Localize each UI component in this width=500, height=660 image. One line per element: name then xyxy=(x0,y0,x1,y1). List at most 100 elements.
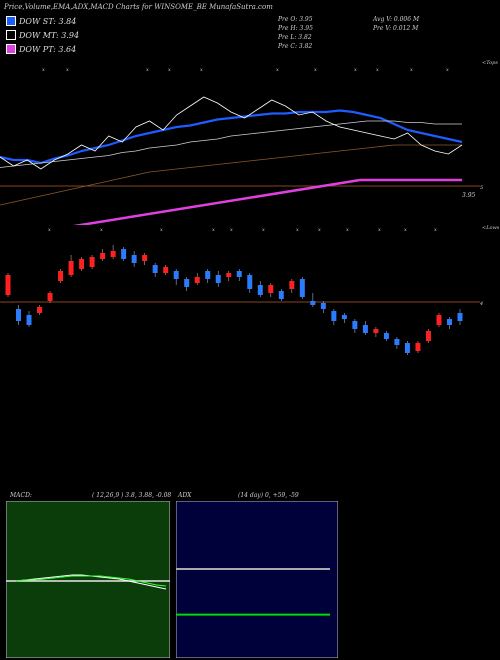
price-series-1 xyxy=(0,120,462,168)
top-marker-3: x xyxy=(168,67,171,73)
top-marker-4: x xyxy=(200,67,203,73)
adx-params: (14 day) 0, +59, -59 xyxy=(238,492,299,499)
candle-body-18 xyxy=(194,277,200,283)
low-marker-4: x xyxy=(230,227,233,233)
candle-body-13 xyxy=(142,255,148,261)
candle-body-8 xyxy=(89,257,95,267)
stat-pre-open: Pre O: 3.95 xyxy=(278,16,313,23)
legend-swatch-st xyxy=(6,16,16,26)
price-base-label: 5 xyxy=(480,185,483,191)
candle-body-9 xyxy=(100,253,106,259)
legend-swatch-mt xyxy=(6,30,16,40)
candle-body-15 xyxy=(163,267,169,273)
low-marker-5: x xyxy=(262,227,265,233)
adx-lines xyxy=(176,568,330,616)
top-marker-5: x xyxy=(276,67,279,73)
close-price-line xyxy=(0,96,463,170)
candle-body-24 xyxy=(257,285,263,295)
chart-title: Price,Volume,EMA,ADX,MACD Charts for WIN… xyxy=(4,3,273,11)
price-panel: x x x x x x x x x x x <Tops 3.95 5 xyxy=(0,60,498,225)
candle-body-27 xyxy=(289,281,295,289)
ema-long-line xyxy=(72,178,361,225)
candle-body-29 xyxy=(310,301,316,305)
stat-pre-high: Pre H: 3.95 xyxy=(278,25,313,32)
low-marker-2: x xyxy=(160,227,163,233)
candle-body-25 xyxy=(268,285,274,293)
macd-params: ( 12,26,9 ) 3.8, 3.88, -0.08 xyxy=(92,492,172,499)
low-marker-6: x xyxy=(296,227,299,233)
top-marker-6: x xyxy=(314,67,317,73)
candle-body-33 xyxy=(352,321,358,329)
stat-pre-low: Pre L: 3.82 xyxy=(278,34,312,41)
top-marker-9: x xyxy=(410,67,413,73)
legend-label-pt: DOW PT: 3.64 xyxy=(19,44,77,54)
adx-background xyxy=(176,501,338,658)
top-marker-0: x xyxy=(42,67,45,73)
price-lines xyxy=(0,96,463,225)
legend-dow-pt: DOW PT: 3.64 xyxy=(6,44,76,54)
candle-body-40 xyxy=(425,331,431,341)
candle-body-31 xyxy=(331,311,337,321)
candle-body-16 xyxy=(173,271,179,279)
candle-body-12 xyxy=(131,255,137,263)
top-marker-1: x xyxy=(66,67,69,73)
candle-body-23 xyxy=(247,275,253,289)
candle-body-11 xyxy=(121,249,127,259)
legend-dow-st: DOW ST: 3.84 xyxy=(6,16,76,26)
candle-body-41 xyxy=(436,315,442,325)
low-marker-10: x xyxy=(404,227,407,233)
legend-swatch-pt xyxy=(6,44,16,54)
adx-panel xyxy=(176,501,338,658)
top-marker-10: x xyxy=(446,67,449,73)
candle-body-36 xyxy=(383,333,389,339)
candle-body-35 xyxy=(373,329,379,333)
candle-body-19 xyxy=(205,271,211,279)
low-marker-0: x xyxy=(48,227,51,233)
candle-body-10 xyxy=(110,251,116,257)
top-marker-8: x xyxy=(376,67,379,73)
candle-body-2 xyxy=(26,315,32,325)
macd-signal-line xyxy=(15,575,167,587)
top-marker-2: x xyxy=(146,67,149,73)
candle-body-22 xyxy=(236,271,242,277)
top-marker-7: x xyxy=(354,67,357,73)
candle-body-1 xyxy=(16,309,22,321)
candle-body-30 xyxy=(320,303,326,309)
price-series-0 xyxy=(0,109,463,165)
candle-body-0 xyxy=(5,275,11,295)
candles xyxy=(5,245,463,355)
candle-body-7 xyxy=(79,259,85,269)
stat-pre-volume: Pre V: 0.012 M xyxy=(373,25,419,32)
candle-body-5 xyxy=(58,271,64,281)
legend-dow-mt: DOW MT: 3.94 xyxy=(6,30,79,40)
adx-label: ADX xyxy=(178,492,192,499)
candle-body-14 xyxy=(152,265,158,273)
low-marker-3: x xyxy=(212,227,215,233)
candle-body-17 xyxy=(184,279,190,287)
stat-avg-volume: Avg V: 0.006 M xyxy=(373,16,420,23)
candle-body-39 xyxy=(415,343,421,351)
candle-panel: x x x x x x x x x x x x <Lows 4 xyxy=(0,225,500,355)
low-marker-8: x xyxy=(346,227,349,233)
low-marker-7: x xyxy=(318,227,321,233)
macd-lines xyxy=(6,574,170,590)
candle-body-42 xyxy=(446,319,452,325)
legend-label-mt: DOW MT: 3.94 xyxy=(19,30,80,40)
price-series-2 xyxy=(0,144,462,206)
candle-body-34 xyxy=(362,325,368,333)
volume-level-label: 4 xyxy=(479,301,483,307)
macd-panel xyxy=(6,501,170,658)
low-marker-11: x xyxy=(434,227,437,233)
candle-body-28 xyxy=(299,279,305,297)
stat-pre-close: Pre C: 3.82 xyxy=(278,43,313,50)
candle-body-4 xyxy=(47,293,53,301)
candle-body-3 xyxy=(37,307,43,313)
candle-body-21 xyxy=(226,273,232,277)
candle-body-38 xyxy=(404,343,410,353)
candle-body-37 xyxy=(394,339,400,345)
candle-body-20 xyxy=(215,275,221,283)
low-marker-9: x xyxy=(378,227,381,233)
candle-body-26 xyxy=(278,291,284,299)
legend-label-st: DOW ST: 3.84 xyxy=(19,16,77,26)
